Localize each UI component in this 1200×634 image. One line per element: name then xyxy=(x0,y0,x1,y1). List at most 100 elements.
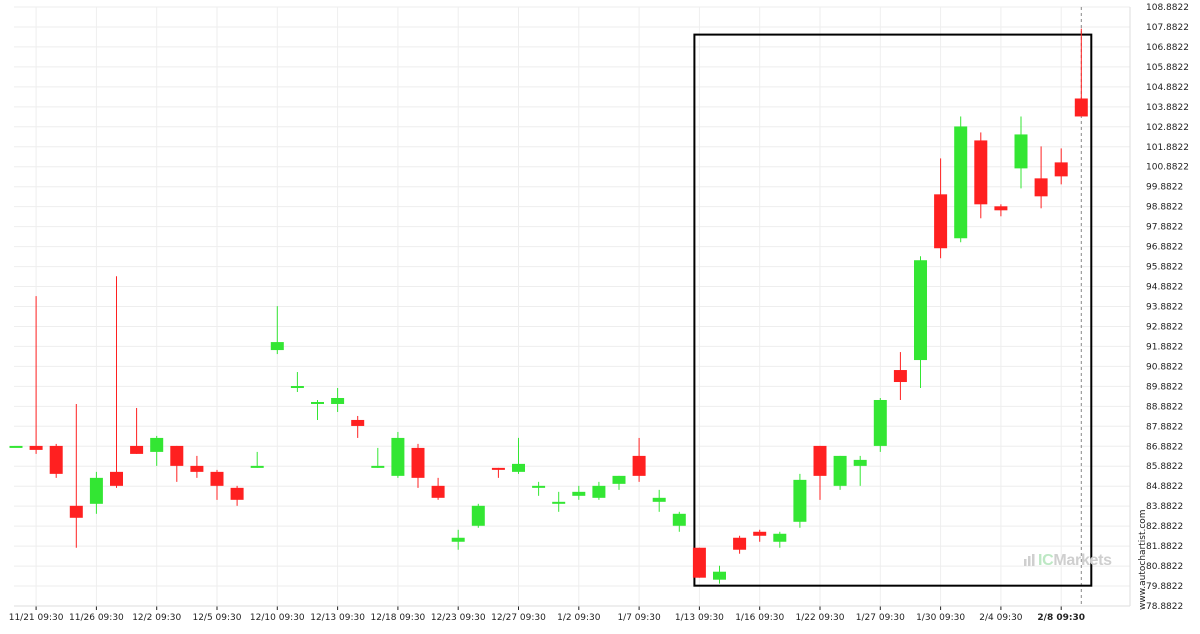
y-tick-label: 101.8822 xyxy=(1146,143,1189,153)
y-tick-label: 82.8822 xyxy=(1146,522,1183,532)
x-tick-label: 12/18 09:30 xyxy=(371,613,426,623)
candle-body xyxy=(833,455,847,486)
candle-body xyxy=(1054,162,1068,177)
y-tick-label: 78.8822 xyxy=(1146,602,1183,612)
candle-body xyxy=(692,547,706,578)
candle-body xyxy=(371,465,385,468)
y-tick-label: 84.8822 xyxy=(1146,482,1183,492)
y-tick-label: 105.8822 xyxy=(1146,63,1189,73)
y-tick-label: 91.8822 xyxy=(1146,342,1183,352)
candle-body xyxy=(190,465,204,472)
x-tick-label: 2/4 09:30 xyxy=(979,613,1023,623)
brand-prefix: IC xyxy=(1038,552,1054,569)
candle-body xyxy=(411,447,425,478)
candle-body xyxy=(1014,134,1028,169)
x-tick-label: 1/30 09:30 xyxy=(916,613,965,623)
candle-body xyxy=(592,485,606,498)
candle-body xyxy=(753,531,767,536)
candle-body xyxy=(532,485,546,488)
y-tick-label: 108.8822 xyxy=(1146,3,1189,13)
candle-body xyxy=(773,533,787,542)
x-tick-label: 11/21 09:30 xyxy=(9,613,64,623)
x-tick-label: 1/13 09:30 xyxy=(675,613,724,623)
candle-body xyxy=(914,260,927,361)
candle-body xyxy=(632,455,646,476)
y-tick-label: 85.8822 xyxy=(1146,462,1183,472)
candle-body xyxy=(451,537,465,542)
brand-logo: ICMarkets xyxy=(1024,552,1112,570)
y-tick-label: 87.8822 xyxy=(1146,422,1183,432)
x-tick-label: 12/23 09:30 xyxy=(431,613,486,623)
x-tick-label: 1/2 09:30 xyxy=(557,613,601,623)
candle-body xyxy=(471,505,485,526)
candle-body xyxy=(290,386,304,389)
y-tick-label: 89.8822 xyxy=(1146,382,1183,392)
y-tick-label: 102.8822 xyxy=(1146,123,1189,133)
y-tick-label: 104.8822 xyxy=(1146,83,1189,93)
candle-body xyxy=(491,467,505,470)
candle-body xyxy=(270,342,284,351)
y-tick-label: 95.8822 xyxy=(1146,263,1183,273)
candle-body xyxy=(110,471,123,486)
y-tick-label: 79.8822 xyxy=(1146,582,1183,592)
y-tick-label: 80.8822 xyxy=(1146,562,1183,572)
candle-body xyxy=(170,445,184,466)
y-tick-label: 100.8822 xyxy=(1146,163,1189,173)
y-tick-label: 93.8822 xyxy=(1146,303,1183,313)
candle-body xyxy=(230,487,244,500)
candle-body xyxy=(853,459,867,466)
candle-body xyxy=(934,194,948,249)
x-tick-label: 1/7 09:30 xyxy=(617,613,661,623)
x-tick-label: 1/22 09:30 xyxy=(795,613,844,623)
y-tick-label: 107.8822 xyxy=(1146,23,1189,33)
candle-body xyxy=(431,485,445,498)
y-tick-label: 88.8822 xyxy=(1146,402,1183,412)
brand-bars-icon xyxy=(1024,553,1036,566)
candle-body xyxy=(873,399,887,446)
y-tick-label: 99.8822 xyxy=(1146,183,1183,193)
x-tick-label: 12/27 09:30 xyxy=(491,613,546,623)
candle-body xyxy=(210,471,224,486)
candle-body xyxy=(954,126,968,239)
candle-body xyxy=(29,445,43,450)
candle-body xyxy=(974,140,988,205)
y-tick-label: 86.8822 xyxy=(1146,442,1183,452)
candle-body xyxy=(733,537,747,550)
y-tick-label: 96.8822 xyxy=(1146,243,1183,253)
y-tick-label: 81.8822 xyxy=(1146,542,1183,552)
candle-body xyxy=(150,437,164,452)
x-tick-label: 12/13 09:30 xyxy=(310,613,365,623)
pattern-highlight-box xyxy=(693,33,1093,587)
x-tick-label: 12/10 09:30 xyxy=(250,613,305,623)
candle-body xyxy=(1074,98,1088,117)
y-tick-label: 103.8822 xyxy=(1146,103,1189,113)
candle-body xyxy=(331,397,345,404)
x-tick-label: 1/27 09:30 xyxy=(856,613,905,623)
y-tick-label: 94.8822 xyxy=(1146,283,1183,293)
candle-body xyxy=(9,445,23,448)
y-tick-label: 90.8822 xyxy=(1146,362,1183,372)
candle-body xyxy=(130,445,144,454)
candle-body xyxy=(994,206,1008,211)
candle-body xyxy=(351,419,365,426)
y-tick-label: 98.8822 xyxy=(1146,203,1183,213)
x-tick-label: 1/16 09:30 xyxy=(735,613,784,623)
candle-body xyxy=(713,571,726,580)
candle-body xyxy=(672,513,686,526)
x-tick-label: 2/8 09:30 xyxy=(1037,613,1085,623)
candle-body xyxy=(552,501,566,504)
candle-body xyxy=(49,445,63,474)
x-tick-label: 12/2 09:30 xyxy=(132,613,181,623)
candle-body xyxy=(391,437,405,476)
candle-body xyxy=(89,477,103,504)
y-tick-label: 97.8822 xyxy=(1146,223,1183,233)
brand-name: Markets xyxy=(1053,552,1112,569)
x-tick-label: 12/5 09:30 xyxy=(192,613,241,623)
candle-body xyxy=(612,475,626,484)
candle-body xyxy=(652,497,666,502)
candle-body xyxy=(572,491,586,496)
x-tick-label: 11/26 09:30 xyxy=(69,613,124,623)
y-tick-label: 83.8822 xyxy=(1146,502,1183,512)
